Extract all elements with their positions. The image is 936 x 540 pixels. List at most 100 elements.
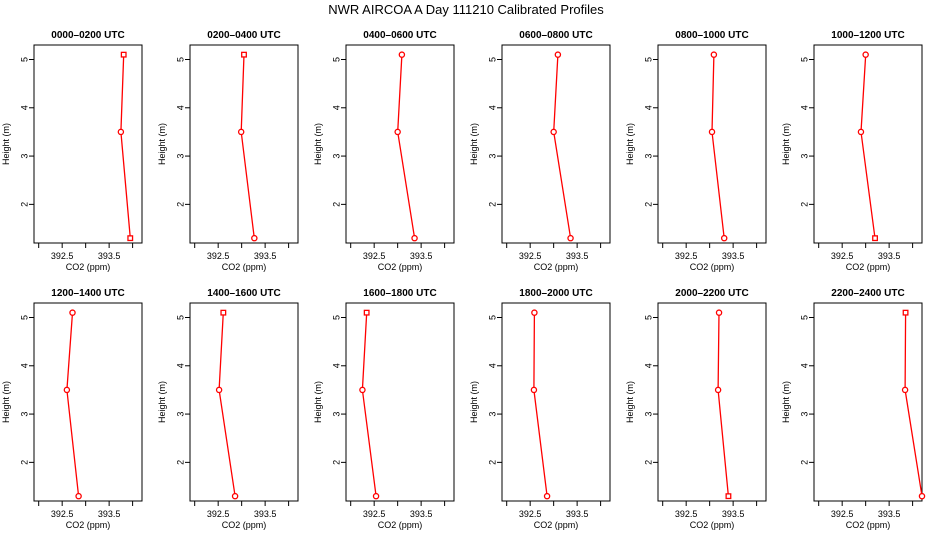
x-axis-label: CO2 (ppm) — [222, 520, 267, 530]
profile-line — [904, 312, 923, 497]
y-tick-label: 3 — [799, 154, 809, 159]
x-tick-label: 393.5 — [566, 509, 589, 519]
y-axis-label: Height (m) — [313, 381, 323, 423]
y-axis-label: Height (m) — [781, 123, 791, 165]
x-tick-label: 393.5 — [878, 251, 901, 261]
x-axis-label: CO2 (ppm) — [534, 262, 579, 272]
y-tick-label: 2 — [331, 202, 341, 207]
x-tick-label: 392.5 — [831, 509, 854, 519]
data-point-square — [241, 51, 247, 58]
data-point-circle — [530, 386, 538, 394]
y-tick-label: 5 — [799, 57, 809, 62]
y-tick-label: 2 — [799, 460, 809, 465]
x-tick-label: 393.5 — [254, 509, 277, 519]
y-tick-label: 2 — [19, 202, 29, 207]
x-tick-label: 392.5 — [519, 509, 542, 519]
panel-title: 0200–0400 UTC — [207, 30, 280, 41]
x-tick-label: 393.5 — [722, 251, 745, 261]
y-tick-label: 5 — [487, 57, 497, 62]
y-tick-label: 3 — [799, 412, 809, 417]
y-axis-label: Height (m) — [157, 381, 167, 423]
y-tick-label: 2 — [643, 202, 653, 207]
plot-frame — [657, 44, 767, 244]
x-tick-label: 392.5 — [831, 251, 854, 261]
data-point-square — [127, 235, 134, 242]
y-tick-label: 4 — [487, 105, 497, 110]
y-tick-label: 4 — [799, 363, 809, 368]
x-tick-label: 393.5 — [410, 251, 433, 261]
profile-panel: 2200–2400 UTC 392.5 393.5 2 3 4 5 CO2 (ppm) Heig… — [781, 288, 926, 530]
plot-frame — [345, 44, 455, 244]
plot-frame — [813, 302, 923, 502]
y-tick-label: 4 — [331, 105, 341, 110]
x-axis-label: CO2 (ppm) — [690, 520, 735, 530]
panel-title: 1000–1200 UTC — [831, 30, 904, 41]
y-tick-label: 2 — [331, 460, 341, 465]
profile-line — [240, 54, 255, 239]
x-axis-label: CO2 (ppm) — [378, 520, 423, 530]
y-tick-label: 3 — [175, 154, 185, 159]
y-tick-label: 5 — [331, 57, 341, 62]
y-tick-label: 5 — [19, 315, 29, 320]
data-point-circle — [862, 51, 869, 58]
data-point-circle — [554, 51, 562, 58]
profile-panel: 0200–0400 UTC 392.5 393.5 2 3 4 5 CO2 (ppm) Heig… — [157, 30, 299, 272]
x-axis-label: CO2 (ppm) — [222, 262, 267, 272]
y-axis-label: Height (m) — [625, 381, 635, 423]
y-axis-label: Height (m) — [625, 123, 635, 165]
data-point-circle — [117, 128, 125, 136]
y-tick-label: 4 — [643, 363, 653, 368]
y-tick-label: 2 — [799, 202, 809, 207]
y-tick-label: 4 — [19, 363, 29, 368]
profile-line — [717, 312, 730, 497]
x-tick-label: 393.5 — [98, 251, 121, 261]
panel-title: 1800–2000 UTC — [519, 288, 592, 299]
x-tick-label: 392.5 — [363, 509, 386, 519]
data-point-circle — [720, 234, 728, 242]
x-axis-label: CO2 (ppm) — [846, 262, 891, 272]
data-point-circle — [63, 386, 71, 394]
profile-panel: 1600–1800 UTC 392.5 393.5 2 3 4 5 CO2 (ppm) Heig… — [313, 288, 455, 530]
y-tick-label: 2 — [487, 460, 497, 465]
data-point-square — [120, 51, 127, 58]
data-point-circle — [394, 128, 401, 136]
x-tick-label: 393.5 — [410, 509, 433, 519]
panel-title: 1400–1600 UTC — [207, 288, 280, 299]
panel-grid: 0000–0200 UTC 392.5 393.5 2 3 4 5 CO2 (ppm) Heig… — [1, 30, 926, 530]
plot-frame — [657, 302, 767, 502]
data-point-circle — [567, 234, 574, 242]
data-point-square — [363, 309, 370, 316]
data-point-circle — [901, 386, 909, 394]
y-axis-label: Height (m) — [1, 123, 11, 165]
y-tick-label: 5 — [331, 315, 341, 320]
y-tick-label: 2 — [643, 460, 653, 465]
data-point-circle — [411, 234, 418, 242]
y-tick-label: 4 — [19, 105, 29, 110]
x-tick-label: 393.5 — [98, 509, 121, 519]
panel-title: 0000–0200 UTC — [51, 30, 124, 41]
y-tick-label: 2 — [487, 202, 497, 207]
data-point-circle — [359, 386, 366, 394]
x-tick-label: 392.5 — [675, 509, 698, 519]
profile-line — [120, 54, 131, 239]
x-tick-label: 392.5 — [51, 509, 74, 519]
y-axis-label: Height (m) — [781, 381, 791, 423]
y-tick-label: 5 — [643, 57, 653, 62]
profile-line — [533, 312, 548, 497]
y-tick-label: 3 — [331, 154, 341, 159]
data-point-circle — [715, 309, 723, 316]
plot-frame — [501, 44, 611, 244]
data-point-square — [902, 309, 909, 316]
x-tick-label: 392.5 — [207, 509, 230, 519]
plot-frame — [33, 44, 143, 244]
x-tick-label: 392.5 — [207, 251, 230, 261]
data-point-circle — [231, 492, 239, 500]
panel-title: 1600–1800 UTC — [363, 288, 436, 299]
y-axis-label: Height (m) — [469, 123, 479, 165]
y-tick-label: 3 — [19, 154, 29, 159]
x-tick-label: 393.5 — [254, 251, 277, 261]
data-point-circle — [708, 128, 716, 136]
x-axis-label: CO2 (ppm) — [66, 262, 111, 272]
plot-frame — [345, 302, 455, 502]
